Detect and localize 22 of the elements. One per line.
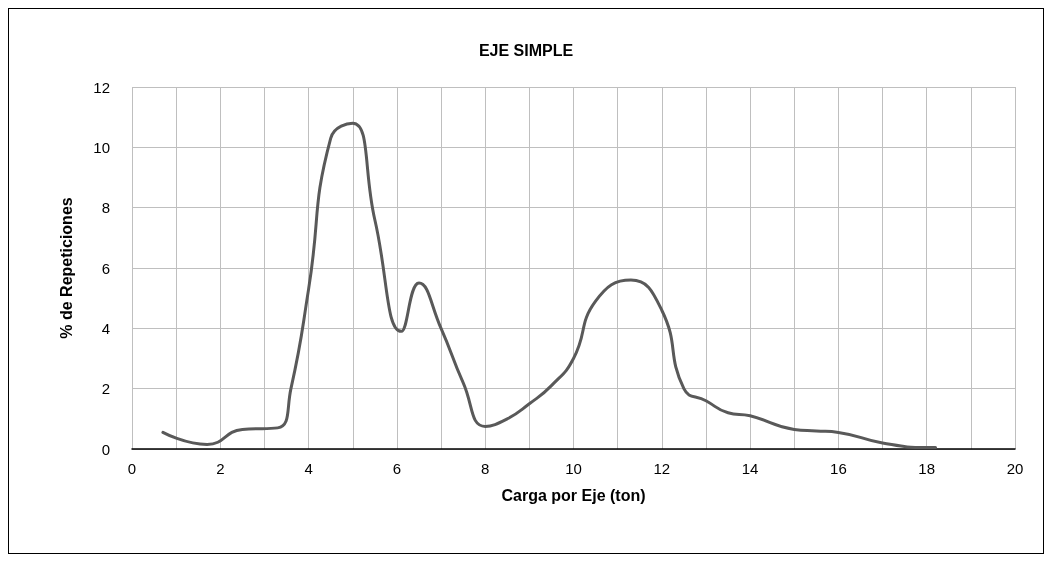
y-tick-label: 2 [101,380,110,398]
x-tick-label: 6 [392,460,402,477]
x-tick-label: 14 [741,460,759,477]
y-tick-label: 10 [93,138,110,156]
y-tick-label: 12 [93,78,110,96]
x-axis-title: Carga por Eje (ton) [501,486,646,504]
x-tick-label: 16 [830,460,847,477]
x-tick-label: 12 [653,460,671,477]
y-axis-title: % de Repeticiones [57,197,75,339]
x-tick-label: 8 [481,460,490,477]
line-series [161,121,938,449]
chart-title: EJE SIMPLE [478,41,574,59]
x-tick-label: 10 [565,460,582,477]
x-tick-label: 0 [127,460,137,477]
x-tick-label: 20 [1006,460,1024,477]
y-tick-label: 4 [101,319,110,337]
y-tick-label: 0 [101,440,110,458]
y-tick-label: 6 [101,259,110,277]
x-tick-label: 2 [216,460,225,477]
x-tick-label: 18 [918,460,936,477]
y-tick-label: 8 [101,199,110,217]
x-tick-label: 4 [304,460,313,477]
